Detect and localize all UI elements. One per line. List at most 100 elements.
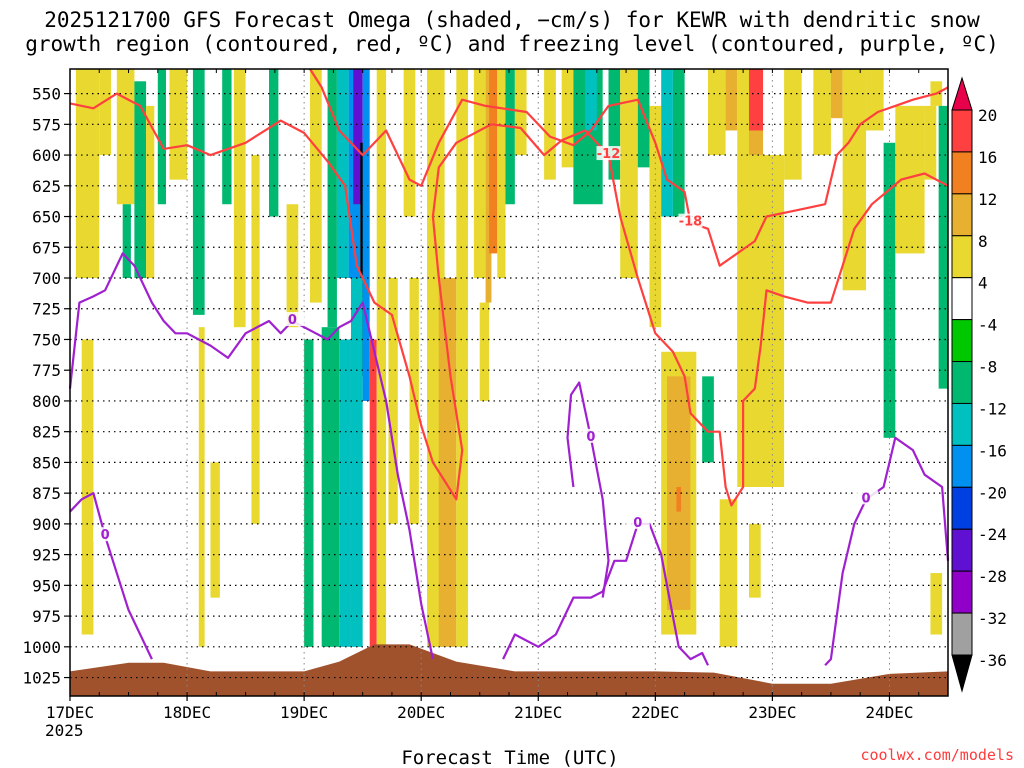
y-tick-label: 1025 <box>22 669 61 688</box>
omega-shade-cell <box>157 69 166 205</box>
omega-shade-cell <box>438 278 457 647</box>
omega-shade-cell <box>672 69 685 217</box>
omega-shade-cell <box>784 69 802 180</box>
y-tick-label: 925 <box>32 546 61 565</box>
freezing-level-contours: 0 0 0 0 0 <box>68 252 950 667</box>
red-contour-line <box>309 68 949 267</box>
x-tick-label: 2025 <box>45 721 84 740</box>
y-tick-label: 625 <box>32 177 61 196</box>
colorbar-label: -32 <box>978 609 1007 628</box>
omega-shade-cell <box>585 69 597 131</box>
omega-shade-cell <box>269 69 279 217</box>
y-tick-label: 575 <box>32 115 61 134</box>
omega-shade-cell <box>210 462 220 598</box>
y-tick-label: 725 <box>32 300 61 319</box>
colorbar-label: 12 <box>978 190 997 209</box>
omega-shade-cell <box>304 339 314 647</box>
colorbar: 20 16 12 8 4 -4 -8 -12 -16 -20 -24 -28 -32 -36 <box>951 76 1007 693</box>
purple-contour-line <box>824 436 950 667</box>
colorbar-label: 8 <box>978 232 988 251</box>
omega-shade-cell <box>661 69 673 217</box>
dendritic-growth-contours: -12 -18 <box>69 68 949 507</box>
colorbar-box <box>951 319 973 363</box>
y-tick-label: 700 <box>32 269 61 288</box>
colorbar-box <box>951 444 973 488</box>
x-tick-label: 18DEC <box>163 703 211 722</box>
omega-shade-cell <box>403 69 416 217</box>
colorbar-box <box>951 486 973 530</box>
purple-contour-label-bg <box>578 428 603 443</box>
colorbar-box <box>951 193 973 237</box>
omega-shade-cell <box>938 105 948 389</box>
colorbar-box <box>951 612 973 656</box>
purple-contour-label-bg <box>280 312 305 327</box>
chart-title-line1: 2025121700 GFS Forecast Omega (shaded, −… <box>44 8 980 32</box>
omega-shade-cell <box>473 69 486 278</box>
plot-area: -12 -18 0 0 0 0 0 <box>68 68 950 697</box>
red-contour-line <box>69 92 949 507</box>
purple-contour-label: 0 <box>586 430 595 445</box>
y-tick-label: 750 <box>32 330 61 349</box>
purple-contour-line <box>566 381 610 598</box>
y-tick-label: 800 <box>32 392 61 411</box>
colorbar-label: -20 <box>978 483 1007 502</box>
y-tick-label: 850 <box>32 453 61 472</box>
omega-shade-cell <box>866 69 884 131</box>
purple-contour-label-bg <box>93 527 118 542</box>
omega-shade-cell <box>637 69 650 168</box>
colorbar-label: -8 <box>978 358 997 377</box>
omega-shade-cell <box>708 69 726 156</box>
omega-shade-cell <box>725 69 738 131</box>
omega-shade-cell <box>649 105 662 328</box>
purple-contour-label: 0 <box>633 516 642 531</box>
omega-shade-cell <box>830 69 843 119</box>
x-tick-label: 22DEC <box>631 703 679 722</box>
omega-shade-cell <box>376 69 387 647</box>
y-tick-label: 975 <box>32 607 61 626</box>
omega-shade-cell <box>251 155 260 524</box>
omega-shade-cell <box>497 69 506 278</box>
colorbar-box <box>951 570 973 614</box>
omega-shade-cell <box>505 69 515 205</box>
omega-shade-cell <box>99 69 111 156</box>
x-tick-label: 19DEC <box>280 703 328 722</box>
gridlines <box>69 69 948 696</box>
x-tick-label: 24DEC <box>865 703 913 722</box>
omega-shade-cell <box>737 155 785 487</box>
purple-contour-line <box>502 522 709 666</box>
y-tick-label: 650 <box>32 208 61 227</box>
omega-shade-cell <box>321 327 340 647</box>
omega-shade-cell <box>146 105 155 278</box>
y-tick-label: 900 <box>32 515 61 534</box>
omega-shade-cell <box>134 81 147 278</box>
omega-shade-cell <box>748 69 764 131</box>
purple-contour-line <box>68 252 434 660</box>
omega-shade-cell <box>336 69 349 278</box>
colorbar-label: -4 <box>978 316 997 335</box>
omega-shade-cell <box>362 69 370 401</box>
omega-shade-cell <box>456 69 469 647</box>
terrain <box>70 644 948 696</box>
omega-shade-cell <box>233 69 246 328</box>
x-tick-label: 20DEC <box>397 703 445 722</box>
purple-contour-label-bg <box>854 490 879 505</box>
colorbar-box <box>951 277 973 321</box>
omega-shade-cell <box>409 278 419 524</box>
omega-shade-cell <box>286 204 299 328</box>
colorbar-top-triangle <box>951 76 973 111</box>
omega-shade-cell <box>192 69 205 315</box>
omega-shade-cell <box>198 327 205 647</box>
y-tick-label: 600 <box>32 146 61 165</box>
omega-shade-cell <box>75 69 100 278</box>
purple-contour-label: 0 <box>101 528 110 543</box>
omega-shade-cell <box>489 69 498 254</box>
omega-shade-cell <box>608 69 621 180</box>
omega-shade-cell <box>81 339 94 635</box>
red-contour-label-bg <box>596 146 621 161</box>
omega-shade-cell <box>620 69 638 278</box>
omega-shade-cell <box>116 69 135 205</box>
purple-contour-label: 0 <box>288 313 297 328</box>
omega-shade-cell <box>702 376 714 463</box>
